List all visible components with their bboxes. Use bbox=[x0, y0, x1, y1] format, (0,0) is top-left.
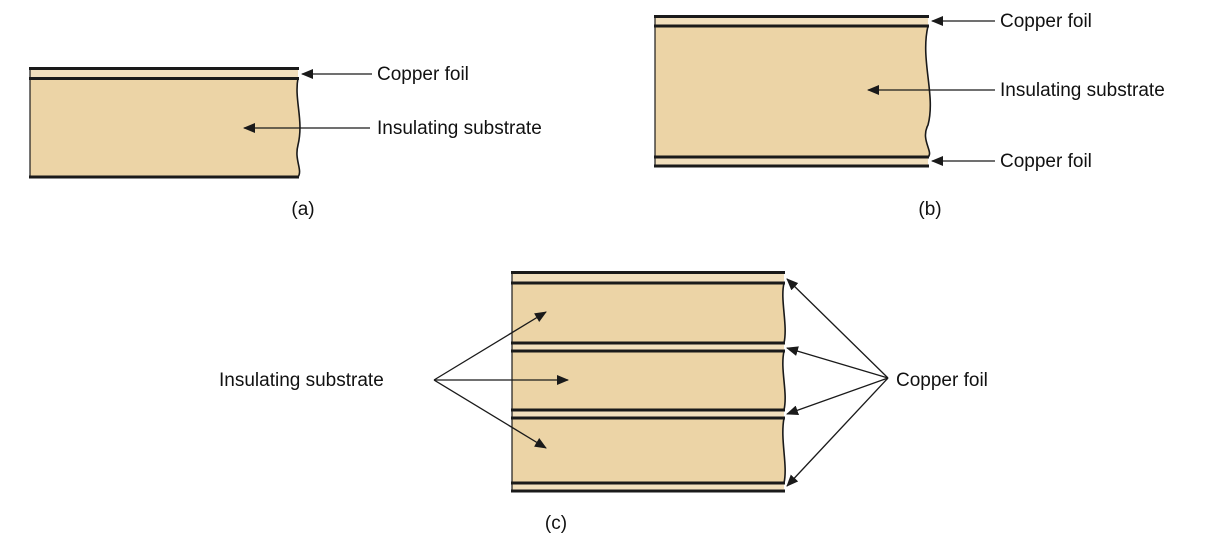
caption-b: (b) bbox=[918, 199, 941, 220]
diagram-b-double-sided: Copper foil Insulating substrate Copper … bbox=[654, 11, 1165, 220]
label-b-copper-foil-top: Copper foil bbox=[1000, 11, 1092, 32]
label-a-insulating-substrate: Insulating substrate bbox=[377, 118, 542, 139]
label-a-copper-foil: Copper foil bbox=[377, 64, 469, 85]
arrow-c-substrate-3 bbox=[433, 379, 547, 449]
caption-a: (a) bbox=[291, 199, 314, 220]
label-b-insulating-substrate: Insulating substrate bbox=[1000, 80, 1165, 101]
diagram-a-laminate bbox=[29, 67, 301, 179]
arrow-c-foil-2 bbox=[786, 346, 889, 379]
diagram-a-single-sided: Copper foil Insulating substrate (a) bbox=[29, 64, 542, 220]
arrow-c-foil-4 bbox=[786, 377, 889, 487]
diagram-c-laminate bbox=[511, 271, 786, 493]
arrow-c-foil-3 bbox=[786, 377, 889, 416]
arrow-c-substrate-1 bbox=[433, 311, 547, 381]
label-b-copper-foil-bottom: Copper foil bbox=[1000, 151, 1092, 172]
arrow-c-foil-1 bbox=[786, 278, 889, 379]
diagram-c-multilayer: Insulating substrate Copper foil (c) bbox=[219, 271, 988, 534]
diagram-b-laminate bbox=[654, 15, 932, 168]
label-c-insulating-substrate: Insulating substrate bbox=[219, 370, 384, 391]
caption-c: (c) bbox=[545, 513, 567, 534]
label-c-copper-foil: Copper foil bbox=[896, 370, 988, 391]
